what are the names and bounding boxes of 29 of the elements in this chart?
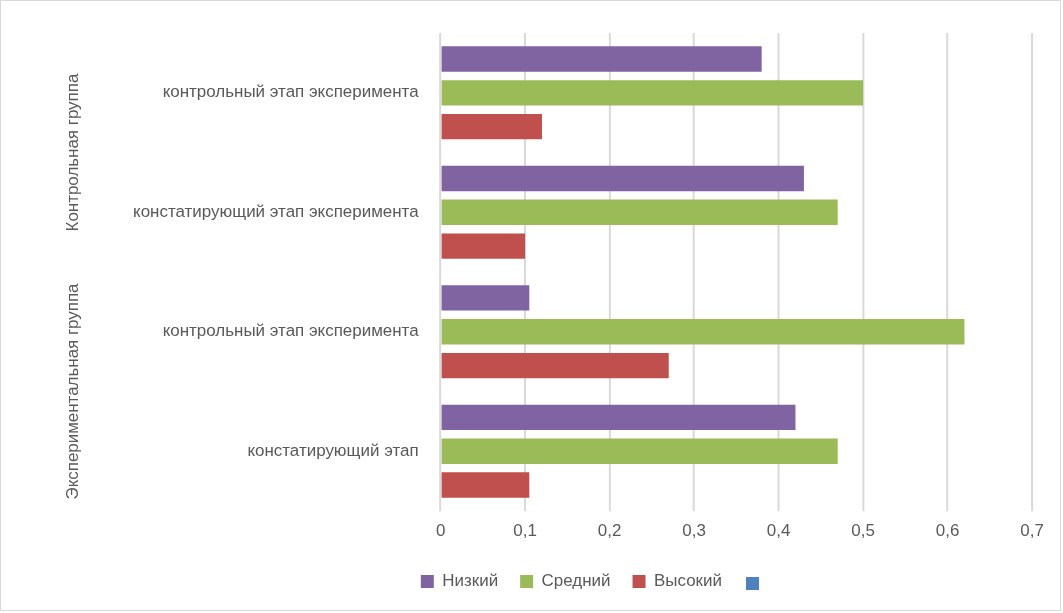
bar	[441, 199, 838, 225]
bar	[441, 352, 669, 379]
bar	[441, 80, 864, 106]
x-tick-label: 0,2	[597, 520, 622, 540]
y-tick-label: констатирующий этап эксперимента	[133, 201, 420, 221]
bar	[441, 472, 530, 498]
x-tick-label: 0,1	[513, 520, 537, 540]
text: Экспериментальная группа	[62, 282, 82, 500]
x-tick-label: 0,4	[766, 520, 791, 540]
bar	[441, 438, 838, 464]
bar	[441, 285, 530, 311]
x-tick-label: 0	[435, 520, 446, 540]
x-tick-label: 0,5	[851, 520, 875, 540]
bar	[441, 113, 542, 140]
x-tick-label: 0,7	[1020, 520, 1044, 540]
bar	[441, 319, 965, 345]
bar	[441, 165, 804, 192]
legend-label: Средний	[541, 571, 611, 591]
x-tick-label: 0,3	[682, 520, 706, 540]
y-tick-label: контрольный этап эксперимента	[162, 321, 420, 341]
bar	[441, 46, 762, 72]
y-tick-label: констатирующий этап	[247, 440, 419, 460]
legend-label: Низкий	[442, 571, 499, 591]
bar	[441, 233, 526, 259]
bar	[441, 404, 796, 431]
text: Контрольная группа	[62, 73, 82, 232]
y-tick-label: контрольный этап эксперимента	[162, 82, 420, 102]
legend-label: Высокий	[654, 571, 722, 591]
x-tick-label: 0,6	[935, 520, 960, 540]
